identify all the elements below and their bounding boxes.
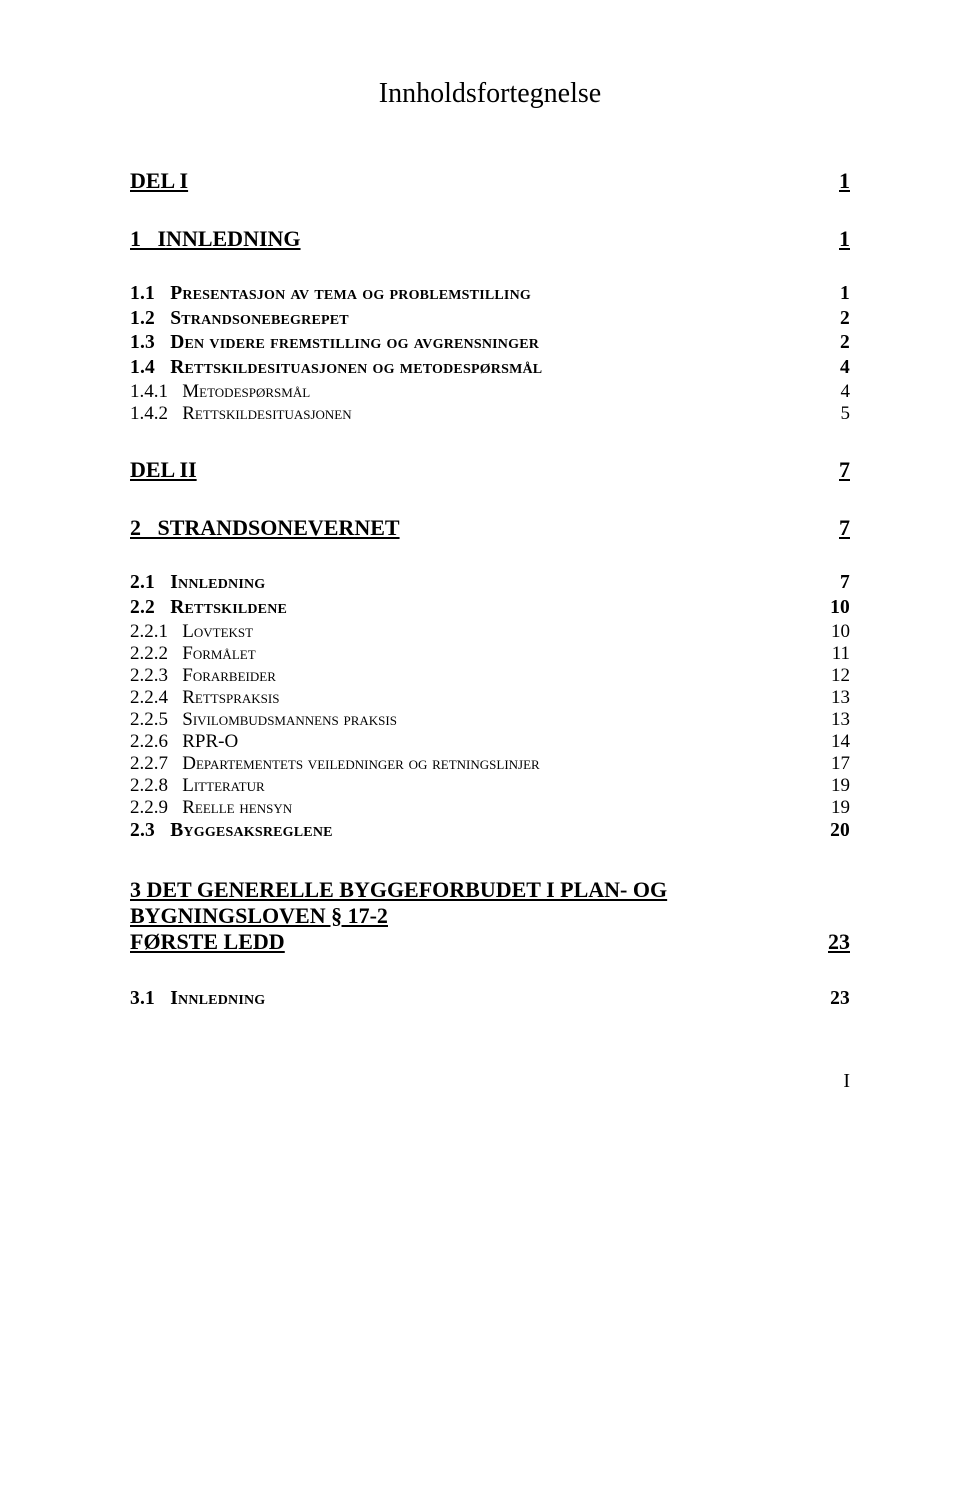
toc-entry-page: 19	[819, 798, 850, 817]
toc-entry-label: 2.2.1 Lovtekst	[130, 622, 253, 641]
toc-entry-page: 23	[818, 989, 850, 1009]
toc-section: 2.1 Innledning 7	[130, 573, 850, 593]
page-title: Innholdsfortegnelse	[130, 78, 850, 110]
toc-entry-label: 2.2.8 Litteratur	[130, 776, 265, 795]
toc-section: 2.2 Rettskildene 10	[130, 598, 850, 618]
toc-entry-page: 1	[827, 228, 850, 250]
toc-entry-label: 1.3 Den videre fremstilling og avgrensni…	[130, 333, 539, 353]
toc-subsection: 1.4.1 Metodespørsmål 4	[130, 382, 850, 401]
toc-entry-page: 19	[819, 776, 850, 795]
toc-entry-page: 7	[828, 573, 850, 593]
toc-entry-label: 2.2.4 Rettspraksis	[130, 688, 279, 707]
toc-entry-page: 10	[818, 598, 850, 618]
toc-subsection: 2.2.2 Formålet 11	[130, 644, 850, 663]
toc-subsection: 2.2.5 Sivilombudsmannens praksis 13	[130, 710, 850, 729]
toc-entry-label: 2.2.3 Forarbeider	[130, 666, 276, 685]
toc-entry-page: 1	[827, 170, 850, 192]
toc-entry-page: 11	[820, 644, 850, 663]
toc-entry-label: 1.1 Presentasjon av tema og problemstill…	[130, 284, 531, 304]
toc-part: DEL I 1	[130, 170, 850, 192]
toc-chapter: 2 STRANDSONEVERNET 7	[130, 517, 850, 539]
toc-entry-label: 2.2.7 Departementets veiledninger og ret…	[130, 754, 540, 773]
toc-subsection: 2.2.1 Lovtekst 10	[130, 622, 850, 641]
toc-entry-label: DEL II	[130, 459, 197, 481]
toc-entry-label: 1.2 Strandsonebegrepet	[130, 309, 349, 329]
toc-subsection: 2.2.7 Departementets veiledninger og ret…	[130, 754, 850, 773]
toc-entry-label: 2.2.5 Sivilombudsmannens praksis	[130, 710, 397, 729]
toc-section: 1.4 Rettskildesituasjonen og metodespørs…	[130, 358, 850, 378]
toc-entry-label: 2.2.9 Reelle hensyn	[130, 798, 292, 817]
toc-chapter: 3 DET GENERELLE BYGGEFORBUDET I PLAN- OG…	[130, 877, 850, 955]
toc-subsection: 1.4.2 Rettskildesituasjonen 5	[130, 404, 850, 423]
toc-entry-page: 2	[828, 333, 850, 353]
toc-entry-label: 1.4.2 Rettskildesituasjonen	[130, 404, 352, 423]
toc-subsection: 2.2.8 Litteratur 19	[130, 776, 850, 795]
toc-entry-label: 2.1 Innledning	[130, 573, 265, 593]
toc-entry-label: FØRSTE LEDD	[130, 929, 285, 955]
toc-entry-page: 4	[828, 358, 850, 378]
toc-entry-label: 3.1 Innledning	[130, 989, 265, 1009]
toc-entry-page: 7	[827, 517, 850, 539]
toc-section: 1.3 Den videre fremstilling og avgrensni…	[130, 333, 850, 353]
toc-entry-page: 1	[828, 284, 850, 304]
toc-part: DEL II 7	[130, 459, 850, 481]
toc-entry-label: 2.2.6 RPR-O	[130, 732, 238, 751]
toc-entry-label: DEL I	[130, 170, 188, 192]
toc-subsection: 2.2.6 RPR-O 14	[130, 732, 850, 751]
toc-entry-page: 23	[816, 929, 850, 955]
toc-entry-label: 1 INNLEDNING	[130, 228, 301, 250]
toc-entry-page: 20	[818, 821, 850, 841]
toc-subsection: 2.2.3 Forarbeider 12	[130, 666, 850, 685]
toc-entry-page: 14	[819, 732, 850, 751]
toc-subsection: 2.2.4 Rettspraksis 13	[130, 688, 850, 707]
toc-entry-label: 2.2 Rettskildene	[130, 598, 287, 618]
toc-section: 1.2 Strandsonebegrepet 2	[130, 309, 850, 329]
toc-entry-page: 17	[819, 754, 850, 773]
toc-section: 2.3 Byggesaksreglene 20	[130, 821, 850, 841]
toc-entry-page: 10	[819, 622, 850, 641]
toc-chapter: 1 INNLEDNING 1	[130, 228, 850, 250]
toc-section: 1.1 Presentasjon av tema og problemstill…	[130, 284, 850, 304]
toc-entry-page: 13	[819, 710, 850, 729]
toc-entry-page: 12	[819, 666, 850, 685]
toc-entry-label: 1.4 Rettskildesituasjonen og metodespørs…	[130, 358, 542, 378]
table-of-contents: DEL I 1 1 INNLEDNING 1 1.1 Presentasjon av t…	[130, 170, 850, 1008]
toc-entry-page: 4	[829, 382, 851, 401]
toc-entry-label: 3 DET GENERELLE BYGGEFORBUDET I PLAN- OG…	[130, 877, 850, 929]
page-number: I	[130, 1070, 850, 1093]
toc-entry-label: 2 STRANDSONEVERNET	[130, 517, 400, 539]
toc-entry-page: 13	[819, 688, 850, 707]
toc-entry-page: 5	[829, 404, 851, 423]
toc-entry-label: 2.3 Byggesaksreglene	[130, 821, 333, 841]
toc-entry-page: 2	[828, 309, 850, 329]
toc-entry-label: 1.4.1 Metodespørsmål	[130, 382, 310, 401]
toc-subsection: 2.2.9 Reelle hensyn 19	[130, 798, 850, 817]
toc-section: 3.1 Innledning 23	[130, 989, 850, 1009]
toc-entry-label: 2.2.2 Formålet	[130, 644, 256, 663]
toc-entry-page: 7	[827, 459, 850, 481]
